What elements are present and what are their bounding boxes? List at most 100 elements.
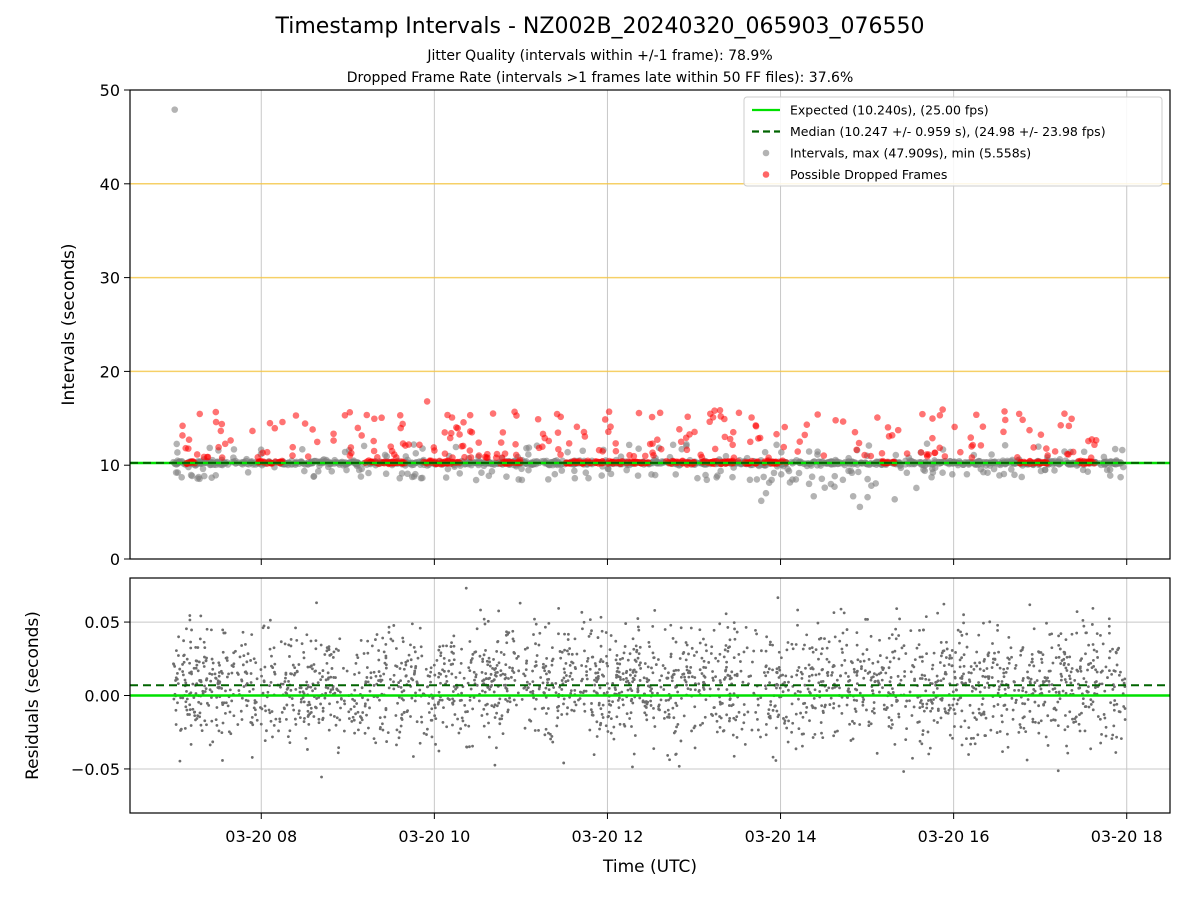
residual-point (1067, 663, 1070, 666)
residual-point (832, 706, 835, 710)
residual-point (316, 681, 320, 685)
dropped-frame-point (801, 431, 809, 439)
residual-point (905, 727, 908, 731)
interval-point (634, 472, 642, 479)
residual-point (1013, 680, 1016, 684)
dropped-frame-point (855, 439, 863, 447)
interval-point (503, 473, 510, 480)
residual-point (221, 721, 225, 725)
residual-point (384, 642, 388, 646)
dropped-frame-point (565, 440, 573, 447)
residual-point (596, 678, 599, 681)
residual-point (777, 676, 781, 679)
residual-point (909, 629, 913, 633)
residual-point (1057, 655, 1061, 659)
residual-point (607, 699, 611, 703)
residual-point (508, 666, 512, 669)
residual-point (909, 670, 913, 674)
residual-point (1053, 687, 1057, 690)
residual-point (983, 675, 987, 679)
residual-point (497, 701, 501, 705)
residual-point (337, 649, 340, 652)
residual-point (382, 672, 386, 676)
residual-point (891, 690, 895, 694)
residual-point (996, 691, 1000, 695)
residual-point (995, 731, 999, 734)
residual-point (1082, 677, 1086, 680)
residual-point (969, 665, 973, 668)
dropped-frame-point (446, 434, 454, 442)
residual-point (968, 703, 972, 707)
residual-point (1027, 676, 1031, 680)
residual-point (865, 648, 869, 651)
dropped-frame-point (271, 424, 279, 432)
residual-point (932, 698, 935, 701)
residual-point (828, 703, 832, 706)
residual-point (1059, 662, 1063, 665)
residual-point (199, 723, 203, 727)
residual-point (813, 706, 817, 710)
residual-point (719, 681, 723, 684)
residual-point (374, 674, 378, 678)
residual-point (635, 648, 639, 652)
residual-point (321, 669, 325, 672)
residual-point (657, 658, 660, 661)
interval-point (452, 443, 460, 451)
residual-point (973, 716, 977, 720)
residual-point (1068, 677, 1072, 681)
residual-point (265, 729, 268, 733)
dropped-frame-point (554, 429, 562, 436)
residual-point (991, 715, 995, 718)
residual-point (538, 631, 542, 635)
residual-point (526, 686, 530, 690)
residual-point (889, 676, 893, 679)
residual-point (742, 713, 746, 717)
residual-point (525, 680, 529, 684)
residual-point (475, 627, 479, 631)
residual-point (249, 681, 253, 684)
residual-point (309, 685, 313, 689)
residual-point (485, 659, 489, 663)
residual-point (821, 711, 825, 715)
residual-point (606, 730, 610, 733)
residual-point (743, 742, 747, 746)
residual-point (499, 673, 503, 677)
residual-point (329, 653, 333, 656)
residual-point (825, 657, 829, 661)
chart-title: Timestamp Intervals - NZ002B_20240320_06… (275, 14, 925, 39)
residual-point (401, 640, 405, 644)
residual-point (723, 648, 727, 652)
residual-point (864, 617, 867, 621)
residual-point (896, 674, 900, 678)
residual-point (367, 726, 370, 730)
residual-point (790, 675, 794, 679)
interval-point (977, 465, 985, 473)
residual-point (1011, 717, 1015, 721)
residual-point (936, 611, 940, 615)
interval-point (341, 448, 349, 456)
residual-point (698, 628, 702, 632)
residual-point (1064, 638, 1068, 641)
residual-point (855, 688, 859, 692)
residual-point (800, 672, 804, 676)
residual-point (888, 680, 892, 684)
residual-point (232, 714, 236, 718)
residual-point (182, 639, 185, 643)
residual-point (698, 668, 702, 672)
residual-point (441, 668, 444, 672)
residual-point (1059, 672, 1063, 676)
residual-point (620, 690, 624, 694)
residual-point (502, 683, 506, 687)
residual-point (517, 669, 521, 673)
residual-point (374, 638, 377, 641)
residual-point (1007, 635, 1011, 639)
residual-point (224, 689, 227, 693)
residual-point (932, 691, 936, 694)
residual-point (416, 656, 420, 660)
residual-point (581, 627, 584, 631)
residual-point (239, 709, 243, 713)
residual-point (444, 674, 448, 678)
residual-point (381, 636, 385, 640)
residual-point (865, 708, 868, 712)
residual-point (898, 617, 901, 621)
